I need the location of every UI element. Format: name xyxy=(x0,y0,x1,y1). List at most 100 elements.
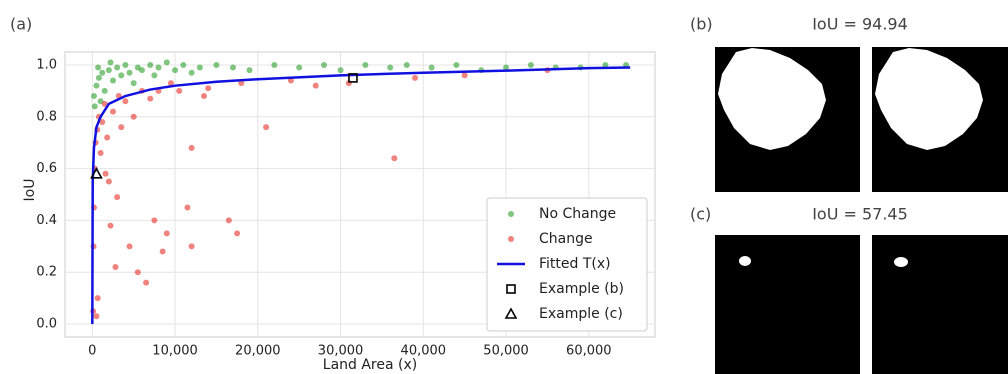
scatter-point xyxy=(234,230,240,236)
scatter-point xyxy=(205,85,211,91)
panel-label: (b) xyxy=(690,15,713,34)
scatter-point xyxy=(362,62,368,68)
scatter-point xyxy=(189,145,195,151)
scatter-point xyxy=(131,114,137,120)
scatter-point xyxy=(296,65,302,71)
scatter-point xyxy=(226,217,232,223)
y-tick-label: 0.8 xyxy=(36,109,57,124)
scatter-point xyxy=(118,72,124,78)
scatter-point xyxy=(462,72,468,78)
x-tick-label: 30,000 xyxy=(318,344,364,359)
x-tick-label: 10,000 xyxy=(152,344,198,359)
legend-swatch xyxy=(508,236,514,242)
scatter-point xyxy=(147,62,153,68)
scatter-point xyxy=(102,88,108,94)
scatter-point xyxy=(96,75,102,81)
x-tick-label: 40,000 xyxy=(401,344,447,359)
scatter-point xyxy=(135,269,141,275)
scatter-point xyxy=(184,204,190,210)
y-tick-label: 1.0 xyxy=(36,57,57,72)
x-axis-label: Land Area (x) xyxy=(323,357,417,373)
legend-label: No Change xyxy=(539,206,616,222)
x-tick-label: 50,000 xyxy=(483,344,529,359)
scatter-point xyxy=(404,62,410,68)
scatter-point xyxy=(201,93,207,99)
scatter-point xyxy=(338,67,344,73)
legend-label: Example (b) xyxy=(539,281,624,297)
scatter-point xyxy=(313,83,319,89)
scatter-point xyxy=(122,62,128,68)
scatter-point xyxy=(114,65,120,71)
legend-label: Fitted T(x) xyxy=(539,256,611,272)
scatter-point xyxy=(118,124,124,130)
scatter-point xyxy=(429,65,435,71)
scatter-point xyxy=(151,72,157,78)
scatter-point xyxy=(197,65,203,71)
scatter-point xyxy=(321,62,327,68)
scatter-point xyxy=(189,70,195,76)
scatter-point xyxy=(110,109,116,115)
x-tick-label: 20,000 xyxy=(235,344,281,359)
scatter-point xyxy=(247,67,253,73)
y-tick-label: 0.0 xyxy=(36,317,57,332)
mask-image xyxy=(715,235,1008,374)
scatter-point xyxy=(108,223,114,229)
panel-label: (a) xyxy=(10,15,32,34)
scatter-point xyxy=(139,67,145,73)
panel-title: IoU = 94.94 xyxy=(812,15,908,34)
scatter-point xyxy=(92,103,98,109)
scatter-point xyxy=(387,65,393,71)
scatter-point xyxy=(91,93,97,99)
scatter-point xyxy=(164,230,170,236)
scatter-point xyxy=(143,280,149,286)
y-tick-label: 0.2 xyxy=(36,265,57,280)
scatter-point xyxy=(114,194,120,200)
scatter-point xyxy=(528,62,534,68)
scatter-point xyxy=(189,243,195,249)
scatter-point xyxy=(110,78,116,84)
legend-label: Change xyxy=(539,231,593,247)
y-tick-label: 0.4 xyxy=(36,213,57,228)
y-axis-label: IoU xyxy=(22,179,38,202)
scatter-point xyxy=(164,59,170,65)
scatter-point xyxy=(176,88,182,94)
scatter-point xyxy=(95,65,101,71)
scatter-point xyxy=(131,80,137,86)
legend-label: Example (c) xyxy=(539,306,623,322)
scatter-point xyxy=(103,171,109,177)
panel-label: (c) xyxy=(690,205,711,224)
mask-image xyxy=(715,47,1008,192)
scatter-point xyxy=(99,70,105,76)
scatter-point xyxy=(95,295,101,301)
scatter-point xyxy=(93,83,99,89)
scatter-point xyxy=(127,243,133,249)
scatter-point xyxy=(263,124,269,130)
scatter-point xyxy=(391,155,397,161)
scatter-point xyxy=(172,67,178,73)
scatter-point xyxy=(127,70,133,76)
legend-swatch xyxy=(508,211,514,217)
panel-title: IoU = 57.45 xyxy=(812,205,908,224)
scatter-point xyxy=(112,264,118,270)
scatter-point xyxy=(98,150,104,156)
scatter-point xyxy=(151,217,157,223)
figure: (a) Land Area (x) IoU (b) IoU = 94.94 (c… xyxy=(0,0,1008,374)
scatter-point xyxy=(160,249,166,255)
scatter-point xyxy=(122,98,128,104)
y-tick-label: 0.6 xyxy=(36,161,57,176)
x-tick-label: 60,000 xyxy=(566,344,612,359)
scatter-point xyxy=(213,62,219,68)
scatter-point xyxy=(412,75,418,81)
scatter-point xyxy=(180,62,186,68)
scatter-point xyxy=(93,313,99,319)
scatter-point xyxy=(156,65,162,71)
scatter-point xyxy=(106,67,112,73)
scatter-point xyxy=(147,96,153,102)
scatter-point xyxy=(271,62,277,68)
scatter-point xyxy=(453,62,459,68)
x-tick-label: 0 xyxy=(88,344,96,359)
scatter-point xyxy=(104,135,110,141)
scatter-point xyxy=(106,179,112,185)
scatter-point xyxy=(230,65,236,71)
scatter-point xyxy=(108,59,114,65)
